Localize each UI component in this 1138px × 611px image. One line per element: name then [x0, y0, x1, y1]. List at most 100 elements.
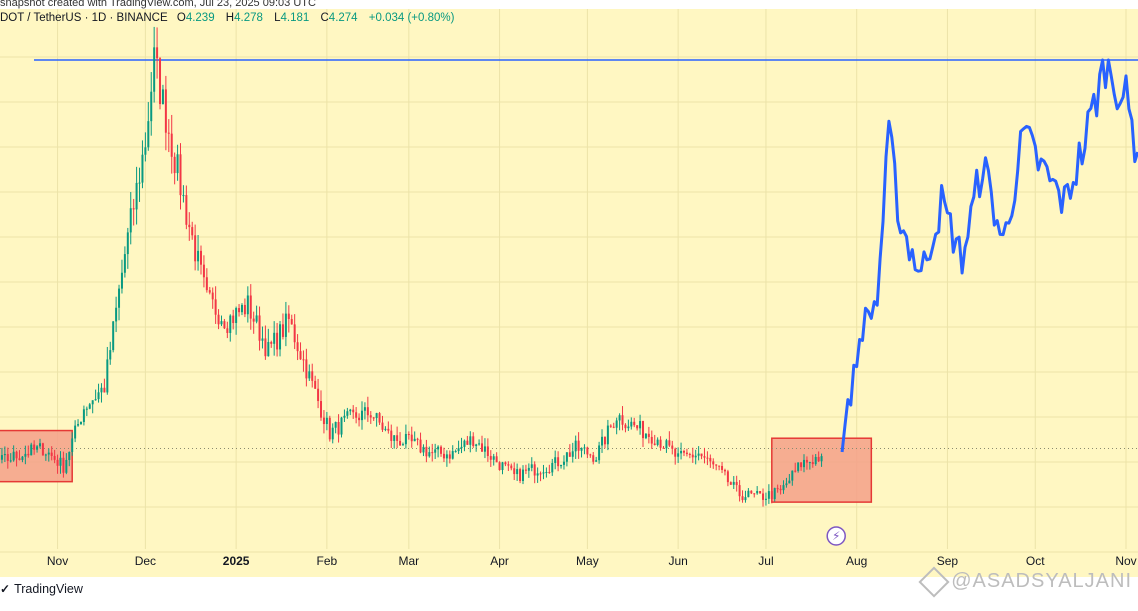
- candle-body: [91, 400, 94, 405]
- candle-body: [445, 454, 448, 459]
- candle-body: [390, 430, 393, 441]
- candle-body: [797, 462, 800, 471]
- candle-body: [732, 481, 735, 485]
- candle-body: [363, 407, 366, 411]
- candle-body: [779, 488, 782, 491]
- candle-body: [574, 440, 577, 452]
- tradingview-brand[interactable]: ✓ TradingView: [0, 582, 83, 596]
- candle-body: [510, 465, 513, 469]
- price-chart[interactable]: ⚡OctNovDec2025FebMarAprMayJunJulAugSepOc…: [0, 9, 1138, 577]
- candle-body: [580, 447, 583, 451]
- candle-body: [199, 250, 202, 265]
- candle-body: [202, 264, 205, 278]
- symbol-label[interactable]: DOT / TetherUS · 1D · BINANCE: [0, 12, 168, 24]
- candle-body: [425, 446, 428, 457]
- candle-body: [621, 415, 624, 425]
- candle-body: [504, 462, 507, 465]
- candle-body: [647, 433, 650, 437]
- high-value: 4.278: [234, 12, 263, 24]
- x-axis-tick-label: Jul: [758, 554, 773, 568]
- candle-body: [246, 295, 249, 315]
- candle-body: [636, 425, 639, 429]
- candle-body: [750, 490, 753, 494]
- candle-body: [276, 332, 279, 350]
- candle-body: [41, 443, 44, 456]
- candle-body: [135, 182, 138, 210]
- candle-body: [668, 440, 671, 446]
- candle-body: [106, 359, 109, 393]
- candle-body: [153, 47, 156, 92]
- candle-body: [296, 342, 299, 352]
- candle-body: [782, 485, 785, 491]
- candle-body: [674, 448, 677, 457]
- candle-body: [557, 457, 560, 467]
- candle-body: [814, 456, 817, 465]
- lightning-icon: ⚡: [832, 529, 840, 543]
- candle-body: [448, 454, 451, 459]
- candle-body: [56, 459, 59, 466]
- candle-body: [422, 446, 425, 453]
- candle-body: [545, 471, 548, 473]
- candle-body: [33, 444, 36, 450]
- candle-body: [284, 313, 287, 337]
- candle-body: [791, 470, 794, 481]
- candle-body: [334, 422, 337, 428]
- candle-body: [560, 464, 563, 467]
- candle-body: [159, 58, 162, 105]
- candle-body: [516, 469, 519, 475]
- open-label: O: [176, 12, 186, 24]
- x-axis-tick-label: Feb: [317, 554, 338, 568]
- candle-body: [264, 338, 267, 357]
- candle-body: [513, 468, 516, 475]
- candle-body: [112, 321, 115, 351]
- candle-body: [776, 488, 779, 490]
- x-axis-tick-label: Nov: [1115, 554, 1136, 568]
- candle-body: [495, 456, 498, 463]
- candle-body: [176, 154, 179, 174]
- candle-body: [568, 452, 571, 457]
- candle-body: [706, 457, 709, 459]
- candle-body: [226, 328, 229, 333]
- ohlc-legend: DOT / TetherUS · 1D · BINANCE O4.239 H4.…: [0, 12, 462, 24]
- candle-body: [24, 453, 27, 457]
- candle-body: [240, 304, 243, 313]
- candle-body: [530, 464, 533, 468]
- candle-body: [592, 455, 595, 462]
- candle-body: [735, 481, 738, 486]
- candle-body: [305, 359, 308, 379]
- candle-body: [677, 453, 680, 457]
- candle-body: [507, 464, 510, 466]
- candle-body: [577, 440, 580, 451]
- candle-body: [659, 439, 662, 448]
- candle-body: [328, 417, 331, 440]
- candle-body: [65, 459, 68, 473]
- candle-body: [77, 424, 80, 426]
- accumulation-box: [771, 437, 873, 503]
- x-axis-tick-label: Apr: [490, 554, 509, 568]
- candle-body: [346, 411, 349, 416]
- candle-body: [343, 415, 346, 418]
- chart-pane[interactable]: [0, 9, 1138, 577]
- candle-body: [562, 461, 565, 465]
- candle-body: [709, 457, 712, 462]
- candle-body: [454, 451, 457, 453]
- candle-body: [729, 482, 732, 485]
- change-value: +0.034 (+0.80%): [368, 12, 455, 24]
- candle-body: [302, 359, 305, 361]
- candle-body: [340, 417, 343, 435]
- candle-body: [542, 472, 545, 474]
- candle-body: [428, 452, 431, 457]
- candle-body: [120, 272, 123, 289]
- candle-body: [442, 453, 445, 459]
- x-axis-tick-label: Jun: [668, 554, 687, 568]
- candle-body: [700, 453, 703, 457]
- candle-body: [3, 454, 6, 456]
- candle-body: [460, 446, 463, 449]
- candle-body: [36, 446, 39, 450]
- candle-body: [27, 453, 30, 456]
- candle-body: [440, 446, 443, 454]
- candle-body: [232, 315, 235, 323]
- x-axis-tick-label: Mar: [398, 554, 419, 568]
- candle-body: [410, 434, 413, 442]
- candle-body: [565, 452, 568, 462]
